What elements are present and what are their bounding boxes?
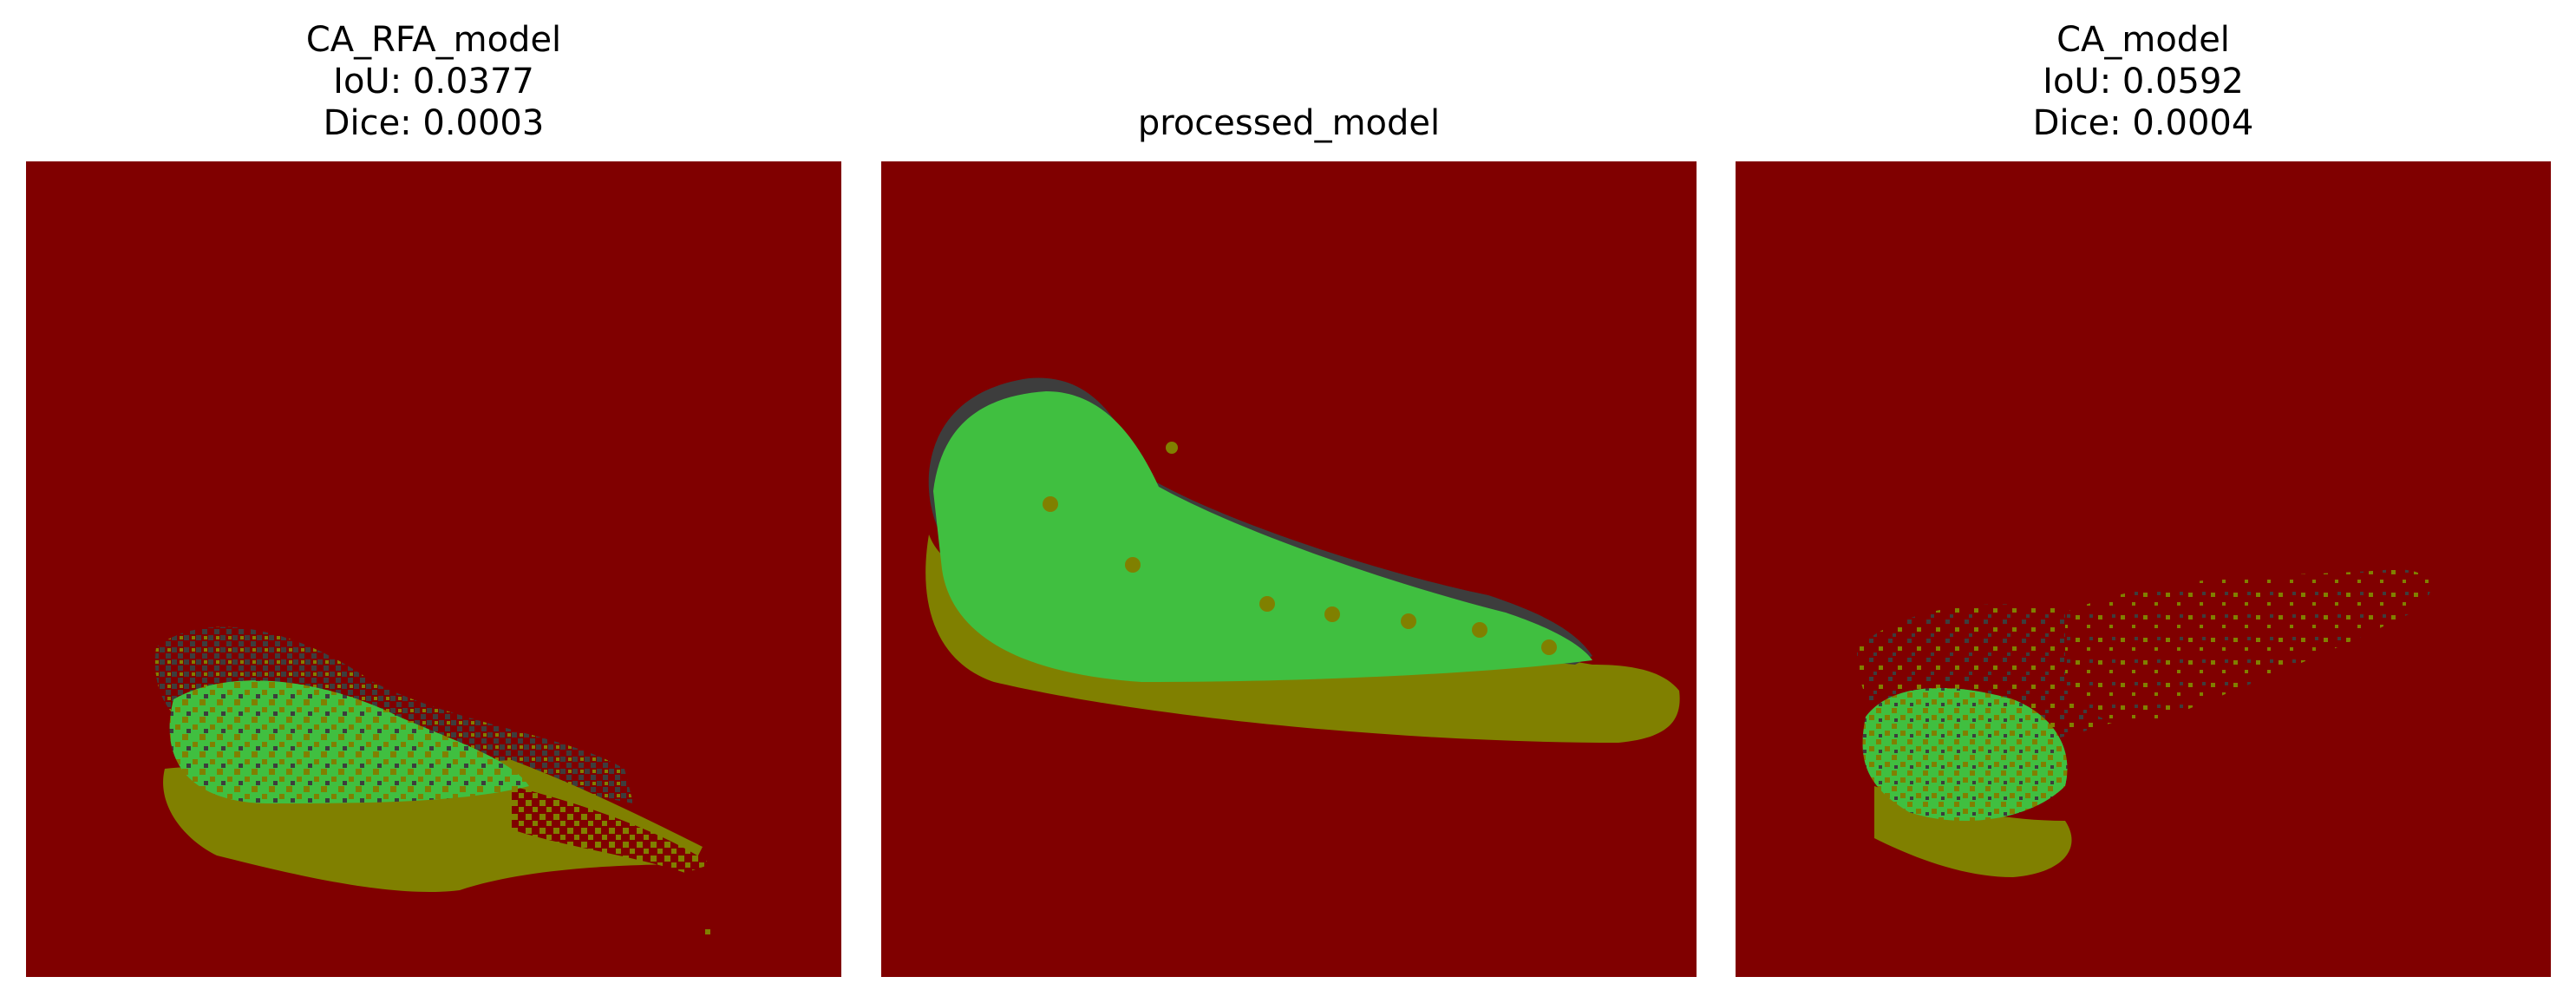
panel-title-processed-model: processed_model: [881, 19, 1697, 144]
panel-title-ca-model: CA_model IoU: 0.0592 Dice: 0.0004: [1736, 19, 2551, 144]
segmentation-map-ca-model: [1736, 161, 2551, 977]
segmentation-map-processed-model: [881, 161, 1697, 977]
panel-1-dice: Dice: 0.0003: [323, 103, 545, 143]
panel-1-title: CA_RFA_model: [305, 20, 562, 60]
true-positive-region: [933, 391, 1592, 682]
false-positive-scatter: [512, 786, 711, 873]
stray-pixel: [705, 929, 710, 934]
panel-3-dice: Dice: 0.0004: [2032, 103, 2254, 143]
panel-3-title: CA_model: [2056, 20, 2230, 60]
background-region: [1736, 161, 2551, 977]
segmentation-map-ca-rfa-model: [26, 161, 841, 977]
true-positive-region: [1862, 687, 2068, 821]
panel-2-title: processed_model: [1137, 103, 1441, 143]
scatter-region-right: [2065, 569, 2431, 724]
false-positive-dots: [1043, 442, 1557, 655]
panel-1-iou: IoU: 0.0377: [333, 62, 534, 102]
panel-3-iou: IoU: 0.0592: [2043, 62, 2244, 102]
panel-title-ca-rfa-model: CA_RFA_model IoU: 0.0377 Dice: 0.0003: [26, 19, 841, 144]
true-positive-region: [169, 680, 529, 803]
